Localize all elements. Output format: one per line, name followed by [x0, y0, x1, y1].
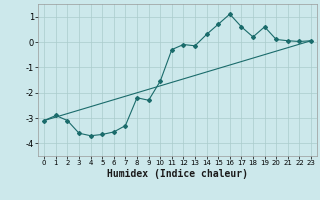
X-axis label: Humidex (Indice chaleur): Humidex (Indice chaleur)	[107, 169, 248, 179]
